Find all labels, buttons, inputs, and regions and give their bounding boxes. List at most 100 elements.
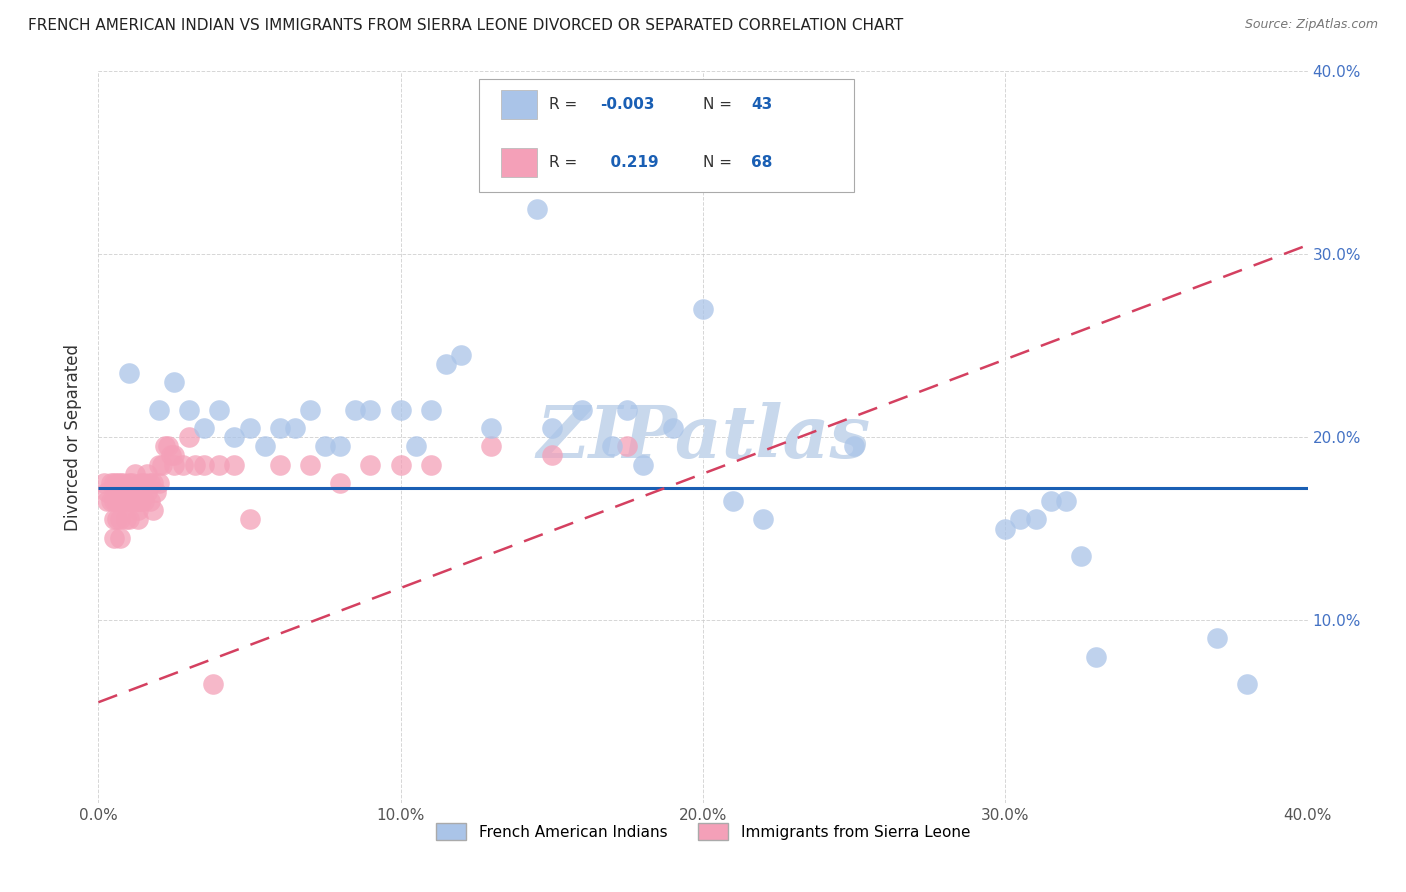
Point: [1236, 677, 1258, 691]
FancyBboxPatch shape: [479, 78, 855, 192]
Point: [179, 402, 201, 417]
Point: [540, 421, 562, 435]
Point: [1039, 494, 1062, 508]
Point: [153, 439, 176, 453]
Point: [571, 402, 593, 417]
Text: N =: N =: [703, 155, 733, 170]
Text: N =: N =: [703, 96, 733, 112]
Point: [114, 512, 136, 526]
Point: [100, 475, 122, 490]
Point: [269, 421, 291, 435]
Point: [105, 475, 128, 490]
Point: [844, 439, 866, 453]
Point: [1054, 494, 1077, 508]
Point: [193, 458, 215, 472]
Point: [142, 475, 165, 490]
Point: [1206, 632, 1229, 646]
Point: [284, 421, 307, 435]
Point: [129, 494, 152, 508]
Point: [118, 366, 141, 380]
Point: [329, 475, 352, 490]
Point: [103, 494, 125, 508]
Point: [124, 467, 146, 481]
Point: [96, 485, 118, 500]
FancyBboxPatch shape: [501, 90, 537, 119]
Text: 0.219: 0.219: [600, 155, 659, 170]
Point: [405, 439, 427, 453]
Text: Source: ZipAtlas.com: Source: ZipAtlas.com: [1244, 18, 1378, 31]
Point: [163, 448, 186, 462]
Point: [510, 146, 533, 161]
Point: [148, 458, 170, 472]
Point: [389, 458, 412, 472]
Point: [389, 402, 412, 417]
Point: [163, 458, 186, 472]
Point: [224, 458, 246, 472]
Point: [160, 448, 183, 462]
Text: -0.003: -0.003: [600, 96, 655, 112]
Point: [631, 458, 654, 472]
Text: 68: 68: [751, 155, 773, 170]
Point: [105, 512, 128, 526]
Point: [105, 494, 128, 508]
Point: [103, 531, 125, 545]
Point: [93, 475, 115, 490]
Point: [111, 494, 134, 508]
Point: [692, 301, 714, 317]
Point: [616, 439, 638, 453]
Point: [114, 485, 136, 500]
Point: [239, 512, 262, 526]
Point: [184, 458, 207, 472]
Point: [145, 485, 167, 500]
Point: [111, 485, 134, 500]
Point: [434, 357, 457, 371]
Text: R =: R =: [550, 155, 578, 170]
Text: 43: 43: [751, 96, 773, 112]
Point: [148, 475, 170, 490]
Point: [111, 475, 134, 490]
FancyBboxPatch shape: [501, 148, 537, 178]
Text: R =: R =: [550, 96, 578, 112]
Point: [481, 421, 503, 435]
Point: [540, 448, 562, 462]
Point: [156, 439, 179, 453]
Point: [108, 494, 131, 508]
Point: [96, 494, 118, 508]
Point: [148, 402, 170, 417]
Point: [360, 402, 382, 417]
Point: [127, 503, 149, 517]
Point: [723, 494, 745, 508]
Point: [208, 458, 231, 472]
Point: [127, 512, 149, 526]
Legend: French American Indians, Immigrants from Sierra Leone: French American Indians, Immigrants from…: [430, 816, 976, 847]
Text: FRENCH AMERICAN INDIAN VS IMMIGRANTS FROM SIERRA LEONE DIVORCED OR SEPARATED COR: FRENCH AMERICAN INDIAN VS IMMIGRANTS FRO…: [28, 18, 904, 33]
Point: [118, 512, 141, 526]
Point: [253, 439, 276, 453]
Point: [269, 458, 291, 472]
Point: [124, 494, 146, 508]
Point: [132, 494, 155, 508]
Point: [344, 402, 367, 417]
Point: [202, 677, 225, 691]
Point: [132, 475, 155, 490]
Point: [994, 521, 1017, 535]
Point: [139, 475, 162, 490]
Point: [108, 475, 131, 490]
Point: [420, 402, 443, 417]
Point: [135, 467, 157, 481]
Point: [239, 421, 262, 435]
Point: [420, 458, 443, 472]
Point: [1010, 512, 1032, 526]
Point: [108, 531, 131, 545]
Point: [142, 503, 165, 517]
Point: [360, 458, 382, 472]
Point: [661, 421, 683, 435]
Point: [1085, 649, 1108, 664]
Point: [1070, 549, 1092, 563]
Point: [139, 494, 162, 508]
Point: [163, 375, 186, 389]
Y-axis label: Divorced or Separated: Divorced or Separated: [65, 343, 83, 531]
Point: [1024, 512, 1046, 526]
Point: [602, 439, 624, 453]
Point: [172, 458, 194, 472]
